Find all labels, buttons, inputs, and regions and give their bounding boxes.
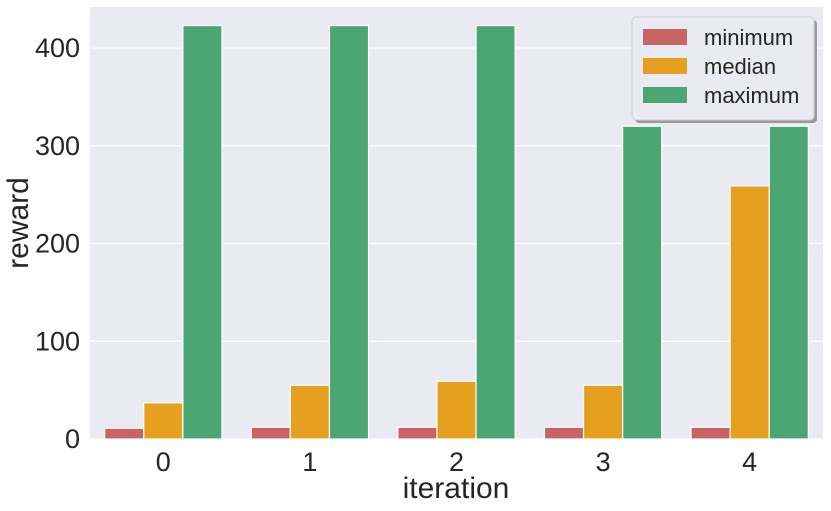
bar-minimum-2 [397,426,438,440]
bar-maximum-1 [328,24,370,440]
bar-median-3 [582,384,624,440]
bar-median-0 [143,402,184,440]
y-tick-label: 300 [35,131,80,161]
bar-median-2 [436,380,477,440]
y-tick-label: 100 [35,326,80,356]
bar-minimum-3 [543,426,585,440]
x-ticks: 0 1 2 3 4 [156,447,757,477]
legend: minimum median maximum [631,16,817,123]
bar-minimum-0 [104,427,145,440]
x-tick-label: 1 [302,447,317,477]
y-tick-label: 400 [35,33,80,63]
y-tick-label: 200 [35,229,80,259]
bars [104,24,809,440]
bar-maximum-3 [622,125,663,440]
x-tick-label: 3 [596,447,611,477]
bar-minimum-1 [250,426,291,440]
bar-maximum-0 [182,24,223,440]
x-tick-label: 4 [742,447,757,477]
bar-maximum-2 [475,24,516,440]
bar-maximum-4 [768,125,809,440]
x-axis-label: iteration [403,472,510,505]
legend-swatch-minimum [643,29,687,45]
x-tick-label: 0 [156,447,171,477]
y-axis-label: reward [2,177,35,269]
legend-label-maximum: maximum [704,83,799,108]
y-ticks: 0 100 200 300 400 [35,33,80,454]
legend-swatch-median [643,58,687,74]
y-tick-label: 0 [65,424,80,454]
legend-label-median: median [704,54,776,79]
bar-minimum-4 [690,426,731,440]
bar-median-1 [289,384,331,440]
x-tick-label: 2 [449,447,464,477]
legend-label-minimum: minimum [704,25,793,50]
bar-median-4 [729,185,770,440]
legend-swatch-maximum [643,87,687,103]
